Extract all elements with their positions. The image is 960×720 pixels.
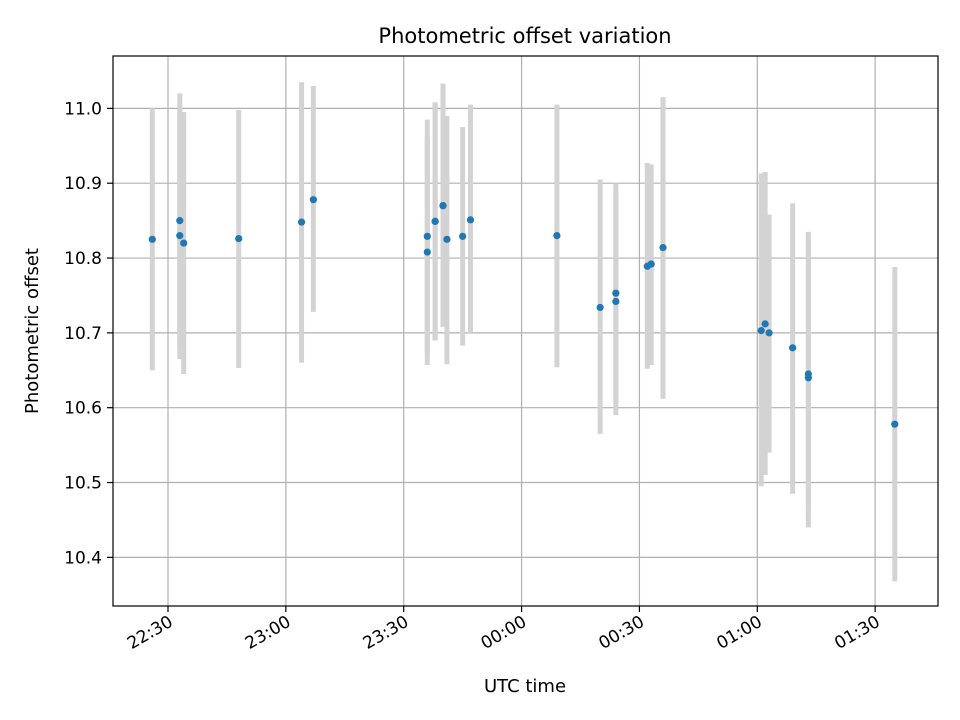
data-point — [443, 235, 451, 243]
data-point — [176, 231, 184, 240]
data-point — [647, 260, 655, 268]
data-point — [148, 235, 156, 243]
data-point — [612, 297, 620, 306]
x-axis-label: UTC time — [484, 676, 566, 697]
data-point — [423, 232, 431, 240]
data-point — [439, 202, 447, 210]
data-point — [891, 420, 899, 428]
y-tick-label: 10.9 — [64, 174, 102, 194]
grid — [113, 56, 938, 606]
plot-frame — [112, 55, 939, 607]
y-tick-label: 10.6 — [64, 399, 102, 419]
data-point — [431, 217, 439, 225]
chart-title: Photometric offset variation — [378, 24, 671, 48]
data-point — [297, 218, 306, 226]
data-point — [423, 248, 431, 256]
y-tick-label: 10.7 — [64, 324, 102, 344]
y-tick-label: 10.4 — [64, 548, 102, 568]
data-point — [466, 216, 475, 224]
data-point — [176, 217, 184, 225]
data-points — [148, 196, 899, 428]
data-point — [612, 289, 620, 297]
y-tick-label: 10.8 — [64, 249, 102, 269]
data-point — [789, 344, 797, 352]
data-point — [659, 243, 667, 252]
data-point — [757, 327, 765, 335]
data-point — [596, 303, 604, 312]
data-point — [309, 196, 317, 204]
data-point — [553, 231, 561, 240]
y-tick-label: 11.0 — [64, 99, 102, 119]
data-point — [804, 374, 812, 382]
data-point — [765, 329, 773, 337]
data-point — [180, 239, 188, 247]
data-point — [235, 234, 243, 243]
y-tick-label: 10.5 — [64, 474, 102, 494]
y-axis-label: Photometric offset — [22, 248, 43, 414]
data-point — [761, 320, 769, 328]
data-point — [459, 232, 467, 240]
y-axis-ticks: 10.4 10.5 10.6 10.7 10.8 10.9 11.0 — [64, 99, 113, 568]
